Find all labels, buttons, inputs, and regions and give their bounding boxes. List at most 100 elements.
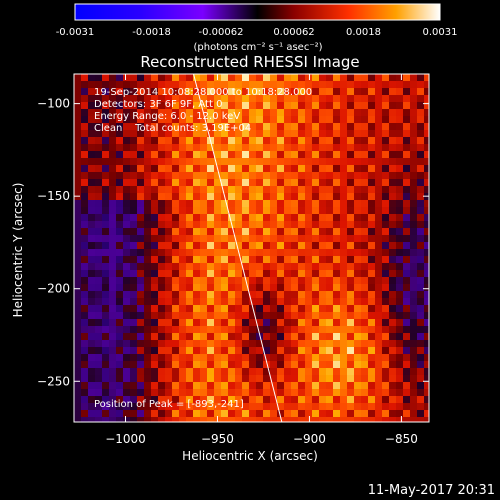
heatmap-cell bbox=[361, 277, 369, 285]
heatmap-cell bbox=[179, 396, 187, 404]
heatmap-cell bbox=[158, 214, 166, 222]
heatmap-cell bbox=[347, 340, 355, 348]
heatmap-cell bbox=[354, 172, 362, 180]
heatmap-cell bbox=[249, 319, 257, 327]
heatmap-cell bbox=[179, 249, 187, 257]
heatmap-cell bbox=[270, 95, 278, 103]
heatmap-cell bbox=[396, 144, 404, 152]
heatmap-cell bbox=[158, 109, 166, 117]
heatmap-cell bbox=[361, 319, 369, 327]
heatmap-cell bbox=[186, 312, 194, 320]
heatmap-cell bbox=[130, 312, 138, 320]
heatmap-cell bbox=[291, 81, 299, 89]
heatmap-cell bbox=[221, 284, 229, 292]
heatmap-cell bbox=[193, 340, 201, 348]
heatmap-cell bbox=[130, 249, 138, 257]
heatmap-cell bbox=[326, 165, 334, 173]
heatmap-cell bbox=[256, 88, 264, 96]
heatmap-cell bbox=[158, 130, 166, 138]
heatmap-cell bbox=[277, 228, 285, 236]
heatmap-cell bbox=[207, 403, 215, 411]
heatmap-cell bbox=[347, 396, 355, 404]
heatmap-cell bbox=[354, 375, 362, 383]
heatmap-cell bbox=[130, 151, 138, 159]
heatmap-cell bbox=[116, 354, 124, 362]
heatmap-cell bbox=[214, 88, 222, 96]
heatmap-cell bbox=[95, 305, 103, 313]
heatmap-cell bbox=[284, 368, 292, 376]
heatmap-cell bbox=[172, 256, 180, 264]
heatmap-cell bbox=[235, 410, 243, 418]
heatmap-cell bbox=[214, 277, 222, 285]
heatmap-cell bbox=[88, 277, 96, 285]
heatmap-cell bbox=[221, 242, 229, 250]
heatmap-cell bbox=[368, 179, 376, 187]
heatmap-cell bbox=[144, 389, 152, 397]
heatmap-cell bbox=[235, 298, 243, 306]
heatmap-cell bbox=[123, 249, 131, 257]
heatmap-cell bbox=[165, 396, 173, 404]
heatmap-cell bbox=[109, 214, 117, 222]
heatmap-cell bbox=[361, 95, 369, 103]
heatmap-cell bbox=[214, 298, 222, 306]
heatmap-cell bbox=[151, 81, 159, 89]
heatmap-cell bbox=[312, 242, 320, 250]
heatmap-cell bbox=[221, 214, 229, 222]
heatmap-cell bbox=[368, 263, 376, 271]
heatmap-cell bbox=[417, 95, 425, 103]
heatmap-cell bbox=[277, 382, 285, 390]
heatmap-cell bbox=[319, 263, 327, 271]
heatmap-cell bbox=[109, 193, 117, 201]
heatmap-cell bbox=[95, 130, 103, 138]
heatmap-cell bbox=[424, 151, 429, 159]
heatmap-cell bbox=[123, 382, 131, 390]
heatmap-cell bbox=[81, 116, 89, 124]
heatmap-cell bbox=[235, 270, 243, 278]
heatmap-cell bbox=[221, 158, 229, 166]
heatmap-cell bbox=[340, 263, 348, 271]
heatmap-cell bbox=[102, 116, 110, 124]
heatmap-cell bbox=[361, 200, 369, 208]
heatmap-cell bbox=[410, 81, 418, 89]
heatmap-cell bbox=[179, 137, 187, 145]
heatmap-cell bbox=[368, 186, 376, 194]
heatmap-cell bbox=[368, 249, 376, 257]
heatmap-cell bbox=[263, 228, 271, 236]
heatmap-cell bbox=[235, 333, 243, 341]
heatmap-cell bbox=[347, 186, 355, 194]
heatmap-cell bbox=[81, 256, 89, 264]
heatmap-cell bbox=[165, 333, 173, 341]
heatmap-cell bbox=[368, 417, 376, 422]
heatmap-cell bbox=[312, 179, 320, 187]
heatmap-cell bbox=[312, 116, 320, 124]
heatmap-cell bbox=[221, 88, 229, 96]
heatmap-cell bbox=[165, 382, 173, 390]
heatmap-cell bbox=[242, 382, 250, 390]
heatmap-cell bbox=[312, 74, 320, 82]
heatmap-cell bbox=[179, 417, 187, 422]
heatmap-cell bbox=[368, 137, 376, 145]
heatmap-cell bbox=[389, 312, 397, 320]
heatmap-cell bbox=[263, 116, 271, 124]
heatmap-cell bbox=[305, 102, 313, 110]
heatmap-cell bbox=[298, 179, 306, 187]
heatmap-cell bbox=[319, 249, 327, 257]
heatmap-cell bbox=[193, 333, 201, 341]
heatmap-cell bbox=[158, 326, 166, 334]
heatmap-cell bbox=[235, 312, 243, 320]
heatmap-cell bbox=[326, 242, 334, 250]
colorbar-tick-label: -0.0018 bbox=[132, 27, 171, 38]
heatmap-cell bbox=[102, 270, 110, 278]
heatmap-cell bbox=[207, 109, 215, 117]
heatmap-cell bbox=[242, 207, 250, 215]
heatmap-cell bbox=[74, 158, 82, 166]
heatmap-cell bbox=[410, 354, 418, 362]
heatmap-cell bbox=[116, 277, 124, 285]
heatmap-cell bbox=[361, 179, 369, 187]
heatmap-cell bbox=[417, 74, 425, 82]
heatmap-cell bbox=[277, 123, 285, 131]
heatmap-cell bbox=[368, 347, 376, 355]
heatmap-cell bbox=[74, 151, 82, 159]
heatmap-cell bbox=[249, 151, 257, 159]
